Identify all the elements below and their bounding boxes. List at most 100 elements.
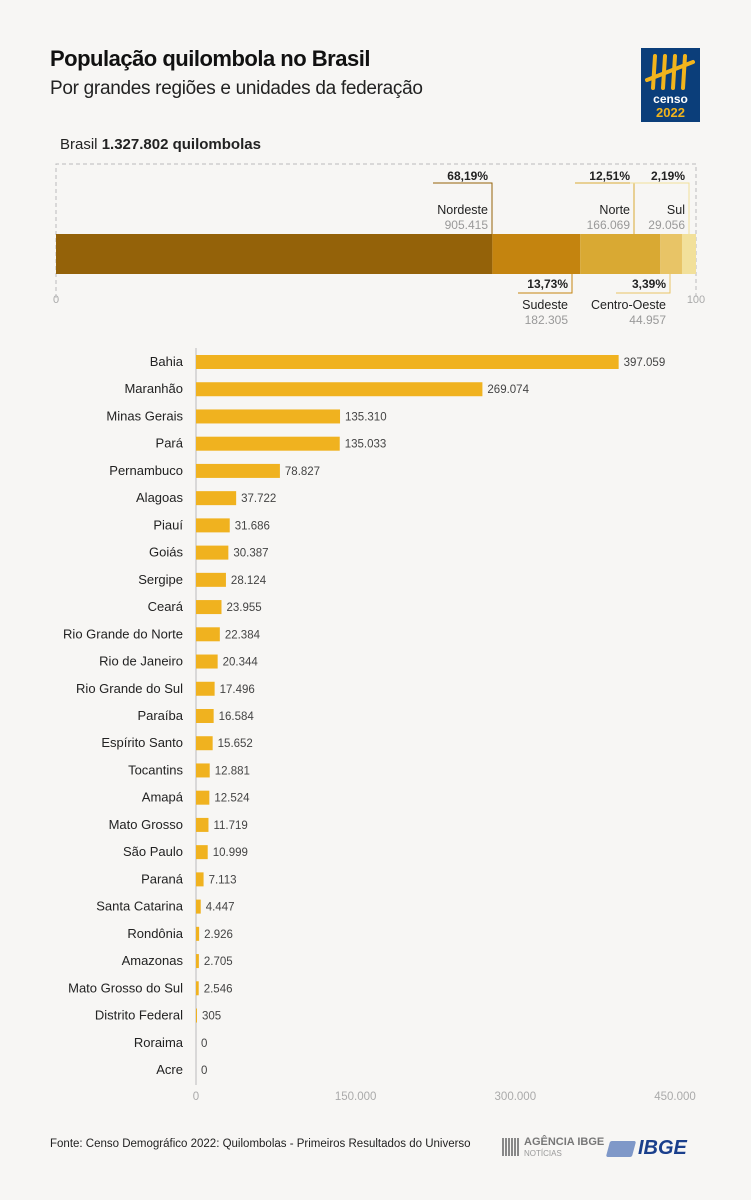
state-label: Goiás [149, 545, 183, 560]
value-label: 15.652 [218, 738, 253, 750]
total-label: Brasil [60, 136, 98, 153]
state-label: Santa Catarina [96, 899, 183, 914]
state-bar [196, 790, 210, 805]
axis-tick-label: 0 [53, 294, 59, 306]
logo-text-year: 2022 [656, 105, 685, 120]
state-bar [196, 409, 341, 424]
value-label: 11.719 [213, 820, 247, 832]
state-label: Mato Grosso do Sul [68, 980, 183, 995]
ibge-wordmark: IBGE [638, 1137, 687, 1159]
state-bar [196, 572, 226, 587]
value-label: 7.113 [209, 874, 237, 886]
state-label: Bahia [150, 354, 184, 369]
state-label: Amapá [142, 790, 184, 805]
state-bar [196, 954, 199, 969]
percent-label: 13,73% [527, 277, 568, 291]
logo-text-censo: censo [653, 92, 688, 106]
total-value: 1.327.802 quilombolas [101, 136, 261, 153]
value-label: 4.447 [206, 902, 235, 914]
leader-line [630, 182, 690, 234]
state-label: Acre [156, 1062, 183, 1077]
segment-sul [681, 234, 696, 274]
page-subtitle: Por grandes regiões e unidades da federa… [50, 78, 423, 99]
state-label: Alagoas [136, 490, 183, 505]
source-note: Fonte: Censo Demográfico 2022: Quilombol… [50, 1138, 471, 1150]
state-label: Paraíba [137, 708, 183, 723]
segment-norte [580, 234, 661, 274]
tally-marks-icon: censo 2022 [645, 54, 695, 120]
value-label: 22.384 [225, 629, 261, 641]
value-label: 2.546 [204, 983, 233, 995]
state-bar [196, 355, 619, 369]
percent-label: 12,51% [589, 169, 630, 183]
value-label: 29.056 [648, 218, 685, 232]
region-label: Centro-Oeste [591, 298, 666, 312]
value-label: 2.926 [204, 929, 233, 941]
state-label: Sergipe [138, 572, 183, 587]
value-label: 20.344 [223, 657, 259, 669]
state-bar [196, 382, 483, 397]
percent-label: 2,19% [651, 169, 685, 183]
state-label: Paraná [141, 871, 184, 886]
state-label: Rio de Janeiro [99, 654, 183, 669]
value-label: 2.705 [204, 956, 233, 968]
agency-name: AGÊNCIA IBGE [524, 1136, 605, 1148]
frame-dashed-border [55, 163, 697, 298]
state-label: Pará [156, 436, 184, 451]
region-label: Sul [667, 203, 685, 217]
value-label: 16.584 [219, 711, 255, 723]
leader-line [433, 182, 493, 234]
state-label: Rio Grande do Norte [63, 626, 183, 641]
value-label: 37.722 [241, 493, 276, 505]
state-bar [196, 899, 201, 914]
state-label: Tocantins [128, 762, 183, 777]
state-label: Maranhão [124, 381, 183, 396]
state-label: Espírito Santo [101, 735, 183, 750]
state-bar [196, 491, 237, 506]
state-label: São Paulo [123, 844, 183, 859]
value-label: 0 [201, 1038, 207, 1050]
state-label: Amazonas [122, 953, 184, 968]
ibge-emblem-icon [605, 1141, 637, 1157]
value-label: 30.387 [233, 548, 268, 560]
state-bar [196, 463, 280, 478]
x-tick-label: 0 [193, 1091, 199, 1103]
value-label: 12.524 [214, 793, 250, 805]
axis-tick-label: 100 [687, 294, 705, 306]
state-bar [196, 708, 214, 723]
segment-sudeste [492, 234, 581, 274]
value-label: 44.957 [629, 313, 666, 327]
state-label: Distrito Federal [95, 1008, 183, 1023]
value-label: 10.999 [213, 847, 248, 859]
state-label: Piauí [153, 517, 183, 532]
segment-nordeste [56, 234, 493, 274]
state-bar [196, 436, 340, 451]
state-label: Roraima [134, 1035, 184, 1050]
state-bar [196, 600, 222, 615]
value-label: 31.686 [235, 520, 270, 532]
state-bar [196, 872, 204, 887]
state-bar [196, 654, 218, 669]
value-label: 269.074 [487, 384, 529, 396]
censo-2022-logo: censo 2022 [641, 48, 700, 122]
state-bar [196, 1008, 197, 1023]
state-bar [196, 845, 208, 860]
value-label: 135.310 [345, 411, 387, 423]
region-label: Norte [599, 203, 630, 217]
value-label: 182.305 [525, 313, 569, 327]
value-label: 0 [201, 1065, 207, 1077]
percent-label: 68,19% [447, 169, 488, 183]
state-label: Ceará [148, 599, 184, 614]
agency-bars-icon [502, 1138, 520, 1156]
x-tick-label: 450.000 [654, 1091, 696, 1103]
state-label: Rondônia [127, 926, 183, 941]
page-title: População quilombola no Brasil [50, 46, 370, 71]
state-bar [196, 545, 229, 560]
value-label: 397.059 [624, 357, 666, 369]
state-bar [196, 518, 230, 533]
value-label: 78.827 [285, 466, 320, 478]
state-bar [196, 681, 215, 696]
value-label: 905.415 [445, 218, 489, 232]
